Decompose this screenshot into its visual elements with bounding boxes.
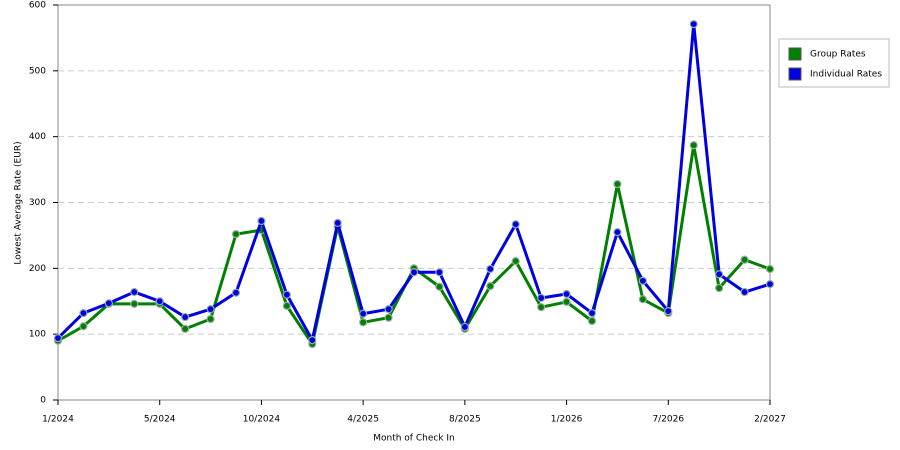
legend-label: Group Rates — [810, 50, 866, 60]
data-point — [765, 280, 775, 289]
x-tick-label: 8/2025 — [449, 415, 481, 425]
data-point — [460, 322, 469, 332]
data-point — [740, 287, 749, 297]
data-point — [562, 297, 571, 307]
data-point — [231, 288, 241, 297]
data-point — [130, 287, 139, 297]
data-point — [562, 289, 571, 299]
data-point — [79, 322, 88, 331]
data-point — [511, 256, 520, 266]
data-point — [104, 299, 113, 308]
x-axis-label: Month of Check In — [373, 434, 455, 444]
data-point — [130, 299, 139, 308]
data-point — [79, 309, 88, 318]
data-point — [181, 312, 190, 322]
legend-label: Individual Rates — [810, 70, 882, 80]
data-point — [308, 335, 317, 345]
x-tick-label: 10/2024 — [243, 415, 281, 425]
y-tick-label: 300 — [29, 198, 46, 208]
data-point — [206, 314, 215, 324]
data-point — [181, 324, 190, 333]
y-tick-label: 500 — [29, 66, 46, 76]
y-axis-label: Lowest Average Rate (EUR) — [14, 141, 24, 264]
data-point — [359, 309, 368, 318]
x-tick-label: 1/2024 — [42, 415, 74, 425]
y-tick-label: 200 — [29, 264, 46, 274]
x-tick-label: 2/2027 — [754, 415, 786, 425]
x-tick-label: 4/2025 — [347, 415, 379, 425]
data-point — [740, 255, 749, 264]
data-point — [359, 318, 368, 327]
data-point — [537, 293, 546, 303]
data-point — [689, 141, 698, 150]
data-point — [587, 309, 597, 318]
data-point — [664, 307, 673, 316]
data-point — [486, 282, 495, 291]
data-point — [638, 276, 647, 285]
data-point — [257, 216, 266, 226]
data-point — [587, 316, 597, 326]
data-point — [435, 268, 444, 277]
y-tick-label: 0 — [40, 396, 46, 406]
data-point — [613, 228, 622, 237]
data-point — [511, 220, 520, 229]
data-point — [435, 282, 444, 291]
data-point — [333, 218, 342, 228]
data-point — [715, 283, 724, 293]
data-point — [613, 179, 622, 189]
data-point — [282, 301, 291, 310]
y-tick-label: 600 — [29, 1, 46, 11]
legend-swatch — [788, 47, 802, 61]
data-point — [231, 230, 241, 239]
data-point — [715, 270, 724, 279]
data-point — [765, 264, 775, 274]
data-point — [206, 305, 215, 314]
data-point — [409, 268, 419, 277]
x-tick-label: 1/2026 — [551, 415, 583, 425]
data-point — [638, 295, 647, 304]
data-point — [384, 313, 393, 322]
y-tick-label: 400 — [29, 132, 46, 142]
x-tick-label: 5/2024 — [144, 415, 176, 425]
data-point — [282, 290, 291, 299]
data-point — [384, 305, 393, 314]
data-point — [53, 334, 63, 343]
legend-swatch — [788, 67, 802, 81]
data-point — [155, 297, 164, 306]
y-tick-label: 100 — [29, 330, 46, 340]
data-point — [537, 303, 546, 312]
x-tick-label: 7/2026 — [652, 415, 684, 425]
data-point — [486, 264, 495, 274]
data-point — [689, 19, 698, 29]
